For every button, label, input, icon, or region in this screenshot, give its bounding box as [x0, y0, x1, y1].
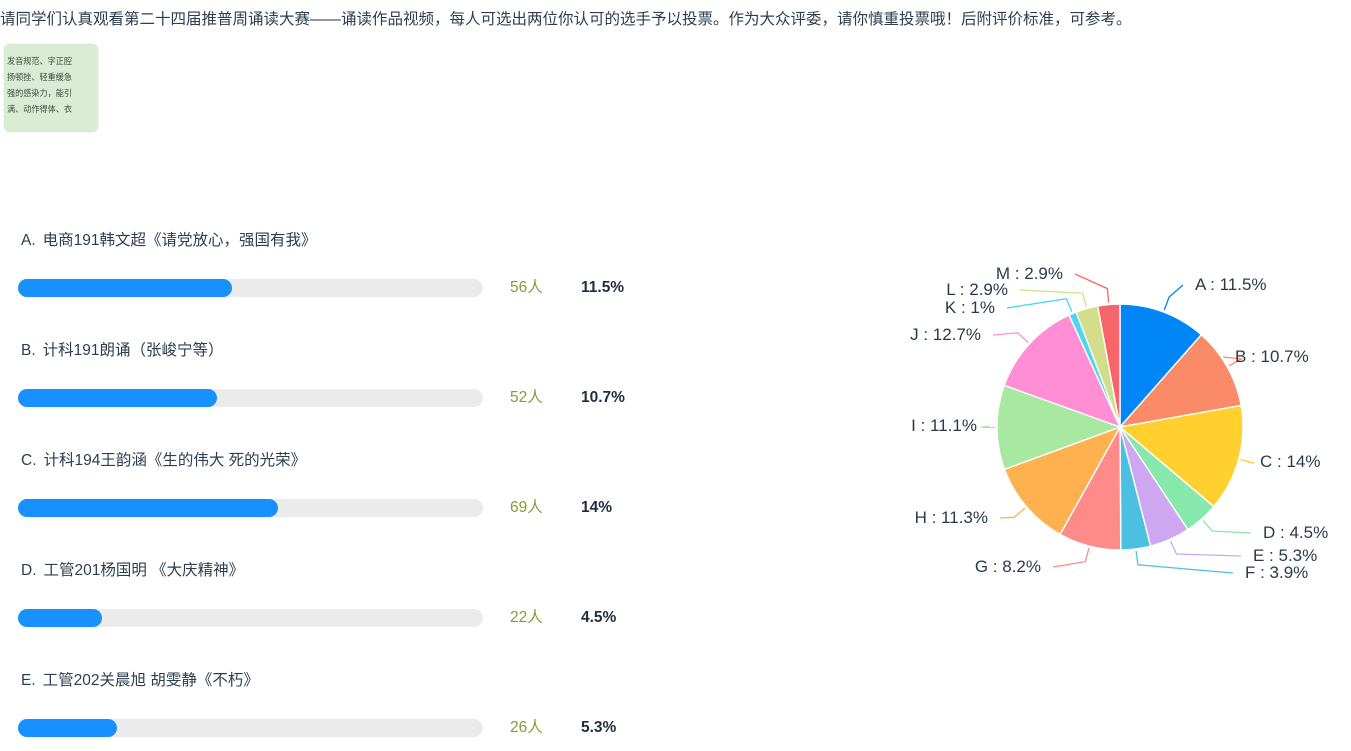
poll-option-label: A. 电商191韩文超《请党放心，强国有我》 — [21, 231, 317, 251]
evaluation-criteria-thumbnail[interactable]: 发音规范、字正腔 扬顿挫、轻重缓急 强的感染力，能引 满、动作得体、衣 — [4, 44, 98, 132]
pie-leader-line-k — [1006, 297, 1073, 312]
pie-label-b: B : 10.7% — [1235, 347, 1309, 366]
pie-leader-line-f — [1135, 550, 1234, 574]
pie-leader-line-e — [1170, 540, 1242, 557]
poll-option-letter: E. — [21, 672, 36, 689]
pie-label-k: K : 1% — [945, 298, 995, 317]
poll-option-text: 工管202关晨旭 胡雯静《不朽》 — [42, 672, 259, 689]
pie-slice-m[interactable] — [1096, 303, 1121, 428]
poll-option-text: 工管201杨国明 《大庆精神》 — [43, 562, 245, 579]
poll-option-percent: 10.7% — [581, 389, 625, 406]
pie-slice-j[interactable] — [1003, 314, 1122, 429]
poll-option-text: 计科194王韵涵《生的伟大 死的光荣》 — [43, 452, 307, 469]
thumbnail-text-lines: 发音规范、字正腔 扬顿挫、轻重缓急 强的感染力，能引 满、动作得体、衣 — [7, 53, 95, 117]
poll-option-count: 56人 — [510, 279, 543, 296]
poll-option-row[interactable]: C. 计科194王韵涵《生的伟大 死的光荣》 69人 14% — [0, 420, 700, 530]
pie-leader-line-l — [1019, 289, 1087, 307]
poll-option-percent: 5.3% — [581, 719, 617, 736]
thumbnail-line: 满、动作得体、衣 — [7, 104, 72, 114]
poll-option-letter: C. — [21, 452, 37, 469]
poll-option-letter: D. — [21, 562, 37, 579]
pie-leader-line-g — [1052, 547, 1090, 568]
progress-bar-track — [18, 389, 483, 407]
pie-slice-h[interactable] — [1003, 425, 1122, 536]
progress-bar-track — [18, 279, 483, 297]
pie-slice-i[interactable] — [996, 384, 1123, 471]
pie-leader-line-d — [1202, 520, 1252, 534]
pie-label-d: D : 4.5% — [1263, 523, 1328, 542]
poll-option-percent: 14% — [581, 499, 613, 516]
poll-option-label: D. 工管201杨国明 《大庆精神》 — [21, 561, 244, 581]
pie-label-c: C : 14% — [1260, 452, 1320, 471]
progress-bar-fill — [18, 279, 232, 297]
intro-section: 请同学们认真观看第二十四届推普周诵读大赛——诵读作品视频，每人可选出两位你认可的… — [0, 0, 1351, 132]
poll-option-bar-line: 52人 10.7% — [18, 389, 636, 409]
poll-option-row[interactable]: A. 电商191韩文超《请党放心，强国有我》 56人 11.5% — [0, 200, 700, 310]
pie-label-g: G : 8.2% — [975, 557, 1041, 576]
pie-leader-line-h — [999, 507, 1026, 519]
pie-leader-line-i — [980, 425, 995, 429]
progress-bar-track — [18, 609, 483, 627]
poll-option-label: B. 计科191朗诵（张峻宁等） — [21, 341, 224, 361]
pie-label-m: M : 2.9% — [996, 264, 1063, 283]
poll-option-bar-line: 56人 11.5% — [18, 279, 636, 299]
pie-leader-line-a — [1163, 284, 1184, 311]
pie-leader-line-b — [1222, 356, 1244, 367]
pie-label-i: I : 11.1% — [911, 416, 977, 435]
poll-option-count: 22人 — [510, 609, 543, 626]
pie-label-f: F : 3.9% — [1245, 563, 1308, 582]
progress-bar-track — [18, 719, 483, 737]
progress-bar-fill — [18, 609, 102, 627]
poll-results-list: A. 电商191韩文超《请党放心，强国有我》 56人 11.5% B. 计科191朗诵（张… — [0, 200, 700, 750]
pie-label-e: E : 5.3% — [1253, 546, 1317, 565]
intro-paragraph: 请同学们认真观看第二十四届推普周诵读大赛——诵读作品视频，每人可选出两位你认可的… — [0, 11, 1132, 28]
pie-label-a: A : 11.5% — [1195, 275, 1267, 294]
poll-option-row[interactable]: D. 工管201杨国明 《大庆精神》 22人 4.5% — [0, 530, 700, 640]
pie-label-l: L : 2.9% — [946, 280, 1008, 299]
pie-slice-c[interactable] — [1118, 404, 1244, 508]
poll-option-count: 26人 — [510, 719, 543, 736]
poll-option-letter: B. — [21, 342, 36, 359]
poll-option-row[interactable]: E. 工管202关晨旭 胡雯静《不朽》 26人 5.3% — [0, 640, 700, 750]
pie-leader-line-c — [1240, 458, 1255, 464]
pie-label-h: H : 11.3% — [915, 508, 988, 527]
thumbnail-line: 扬顿挫、轻重缓急 — [7, 72, 72, 82]
poll-option-letter: A. — [21, 232, 36, 249]
pie-label-j: J : 12.7% — [910, 325, 981, 344]
pie-leader-line-m — [1074, 273, 1110, 303]
pie-slice-a[interactable] — [1119, 303, 1203, 429]
poll-option-row[interactable]: B. 计科191朗诵（张峻宁等） 52人 10.7% — [0, 310, 700, 420]
poll-option-percent: 11.5% — [581, 279, 625, 296]
pie-slice-b[interactable] — [1118, 333, 1242, 429]
progress-bar-fill — [18, 719, 117, 737]
pie-chart-svg: A : 11.5% B : 10.7% C : 14% D : 4.5% E : 5.3… — [910, 264, 1328, 582]
poll-option-count: 69人 — [510, 499, 543, 516]
poll-option-bar-line: 26人 5.3% — [18, 719, 636, 739]
poll-option-text: 电商191韩文超《请党放心，强国有我》 — [42, 232, 317, 249]
poll-option-bar-line: 22人 4.5% — [18, 609, 636, 629]
results-pie-chart: A : 11.5% B : 10.7% C : 14% D : 4.5% E : 5.3… — [845, 245, 1351, 645]
thumbnail-line: 发音规范、字正腔 — [7, 56, 72, 66]
progress-bar-fill — [18, 389, 218, 407]
poll-option-label: E. 工管202关晨旭 胡雯静《不朽》 — [21, 671, 259, 691]
poll-option-label: C. 计科194王韵涵《生的伟大 死的光荣》 — [21, 451, 306, 471]
thumbnail-line: 强的感染力，能引 — [7, 88, 72, 98]
poll-option-bar-line: 69人 14% — [18, 499, 636, 519]
poll-option-count: 52人 — [510, 389, 543, 406]
progress-bar-fill — [18, 499, 279, 517]
poll-option-percent: 4.5% — [581, 609, 617, 626]
poll-option-text: 计科191朗诵（张峻宁等） — [42, 342, 224, 359]
progress-bar-track — [18, 499, 483, 517]
pie-leader-line-j — [992, 332, 1029, 343]
